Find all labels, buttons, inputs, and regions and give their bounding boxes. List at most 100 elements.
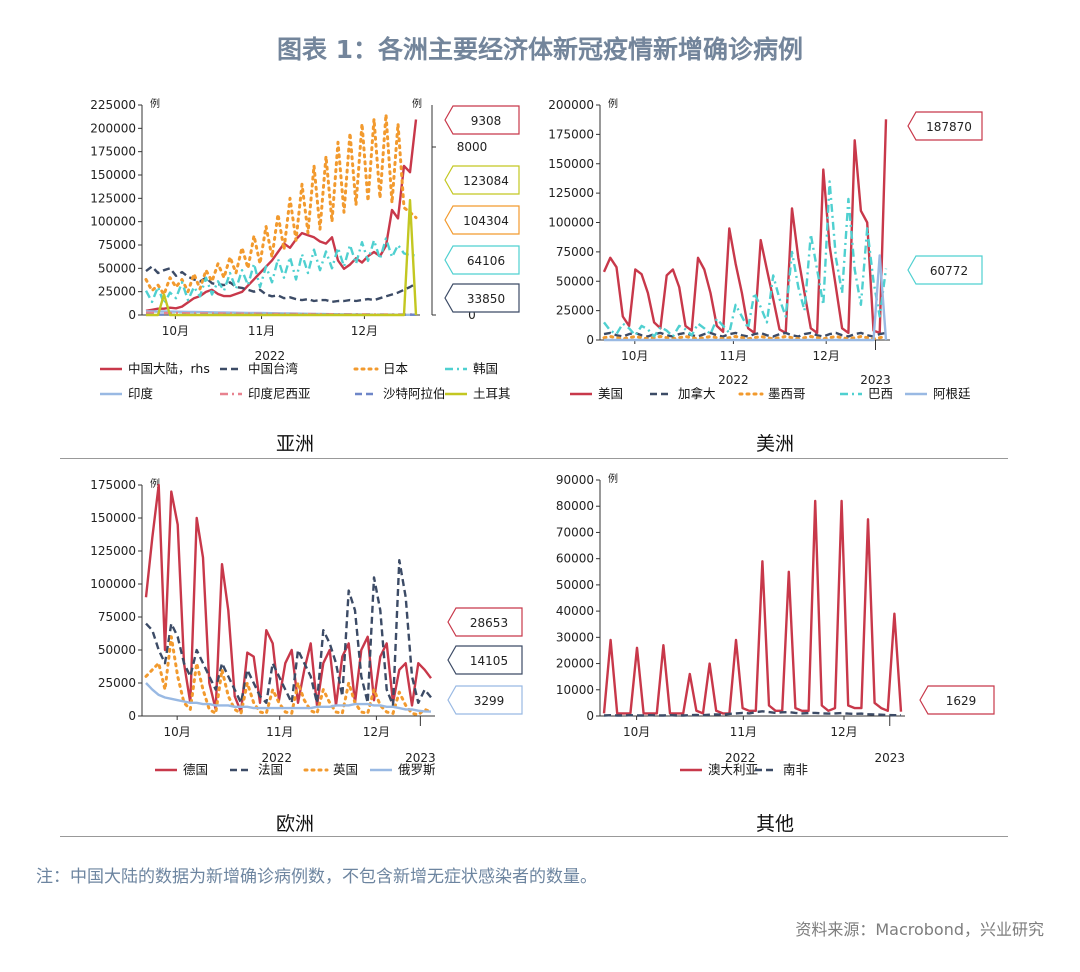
- year-label-2: 2023: [405, 751, 436, 765]
- callout-box: [447, 685, 523, 715]
- callout-label: 14105: [470, 654, 508, 668]
- series-line-0: [145, 119, 418, 312]
- y-tick-label: 125000: [90, 191, 136, 205]
- callout-box: [907, 111, 983, 141]
- unit-label-left: 例: [150, 97, 160, 110]
- year-label: 2022: [718, 373, 749, 387]
- x-tick-label: 11月: [720, 349, 747, 363]
- y-tick-label: 20000: [556, 657, 594, 671]
- legend-label: 德国: [183, 762, 208, 777]
- series-line-4: [604, 254, 888, 342]
- year-label: 2022: [725, 751, 756, 765]
- y-tick-label: 25000: [98, 285, 136, 299]
- y-tick-label: 75000: [556, 245, 594, 259]
- series-line-1: [603, 331, 887, 338]
- y-tick-label: 75000: [98, 610, 136, 624]
- y-tick-label: 225000: [90, 98, 136, 112]
- year-label: 2022: [255, 349, 286, 363]
- year-label-2: 2023: [860, 373, 891, 387]
- callout-box: [447, 645, 523, 675]
- x-tick-label: 10月: [621, 349, 648, 363]
- x-tick-label: 11月: [248, 324, 275, 338]
- callout-box: [444, 205, 520, 235]
- series-line-1: [145, 558, 432, 707]
- region-title: 亚洲: [276, 433, 314, 455]
- legend-label: 法国: [258, 762, 283, 777]
- series-line-2: [602, 335, 888, 341]
- x-tick-label: 11月: [730, 725, 757, 739]
- y-tick-label: 25000: [556, 304, 594, 318]
- unit-label-left: 例: [608, 97, 618, 110]
- y-tick-label: 0: [586, 333, 594, 347]
- callout-label: 64106: [467, 254, 505, 268]
- source-label: 资料来源：Macrobond，兴业研究: [795, 920, 1044, 939]
- legend-label: 土耳其: [473, 386, 511, 401]
- callout-box: [444, 283, 520, 313]
- callout-label: 28653: [470, 616, 508, 630]
- series-line-2: [144, 112, 418, 296]
- y-tick-label: 75000: [98, 238, 136, 252]
- y-tick-label: 100000: [90, 577, 136, 591]
- y-tick-label: 175000: [90, 478, 136, 492]
- y-tick-label: 100000: [548, 216, 594, 230]
- y-tick-label: 200000: [90, 121, 136, 135]
- legend-label: 美国: [598, 386, 623, 401]
- y-tick-label: 0: [128, 709, 136, 723]
- separator-bottom: [60, 836, 1008, 837]
- y-tick-label: 10000: [556, 683, 594, 697]
- series-line-0: [144, 483, 432, 714]
- y-tick-label: 100000: [90, 215, 136, 229]
- series-line-3: [145, 682, 432, 713]
- series-line-1: [603, 710, 901, 717]
- y-tick-label: 150000: [90, 511, 136, 525]
- footnote: 注：中国大陆的数据为新增确诊病例数，不包含新增无症状感染者的数量。: [36, 867, 597, 887]
- legend-label: 澳大利亚: [708, 762, 758, 777]
- legend-label: 印度尼西亚: [248, 386, 311, 401]
- callout-label: 3299: [474, 694, 505, 708]
- y-tick-label: 70000: [556, 525, 594, 539]
- y-tick-label: 50000: [98, 643, 136, 657]
- legend-label: 印度: [128, 386, 154, 401]
- y-tick-label: 80000: [556, 499, 594, 513]
- callout-box: [444, 245, 520, 275]
- y-tick-label: 0: [128, 308, 136, 322]
- chart-others: 0 10000 20000 30000 40000 50000 60000 70000 8000…: [556, 472, 995, 835]
- y-tick-label-right: 8000: [457, 140, 488, 154]
- x-tick-label: 12月: [363, 725, 390, 739]
- region-title: 其他: [756, 813, 794, 835]
- chart-americas: 0 25000 50000 75000 100000 125000 150000 175000…: [548, 97, 983, 455]
- region-title: 欧洲: [276, 813, 314, 835]
- y-tick-label: 200000: [548, 98, 594, 112]
- y-tick-label: 50000: [98, 261, 136, 275]
- y-tick-label: 175000: [90, 145, 136, 159]
- y-tick-label: 50000: [556, 578, 594, 592]
- series-line-0: [602, 499, 903, 715]
- separator-top: [60, 458, 1008, 459]
- y-tick-label: 125000: [90, 544, 136, 558]
- callout-box: [919, 685, 995, 715]
- callout-box: [447, 607, 523, 637]
- y-tick-label: 0: [586, 709, 594, 723]
- legend-label: 南非: [783, 762, 808, 777]
- callout-label: 104304: [463, 214, 509, 228]
- legend-label: 英国: [333, 762, 358, 777]
- y-tick-label: 50000: [556, 274, 594, 288]
- x-tick-label: 12月: [813, 349, 840, 363]
- y-tick-label: 25000: [98, 676, 136, 690]
- callout-box: [444, 165, 520, 195]
- series-line-0: [602, 119, 888, 335]
- legend-label: 韩国: [473, 361, 498, 376]
- x-tick-label: 10月: [164, 725, 191, 739]
- callout-box: [907, 255, 983, 285]
- legend-label: 巴西: [868, 386, 893, 401]
- x-tick-label: 12月: [351, 324, 378, 338]
- callout-box: [444, 105, 520, 135]
- legend-label: 中国台湾: [248, 361, 298, 376]
- callout-label: 33850: [467, 292, 505, 306]
- chart-europe: 0 25000 50000 75000 100000 125000 150000 175000…: [90, 477, 523, 835]
- chart-asia: 0 25000 50000 75000 100000 125000 150000 175000…: [90, 97, 520, 455]
- legend-label: 中国大陆，rhs: [128, 361, 210, 376]
- legend-label: 阿根廷: [933, 386, 971, 401]
- legend-label: 沙特阿拉伯: [383, 386, 446, 401]
- y-tick-label: 150000: [548, 157, 594, 171]
